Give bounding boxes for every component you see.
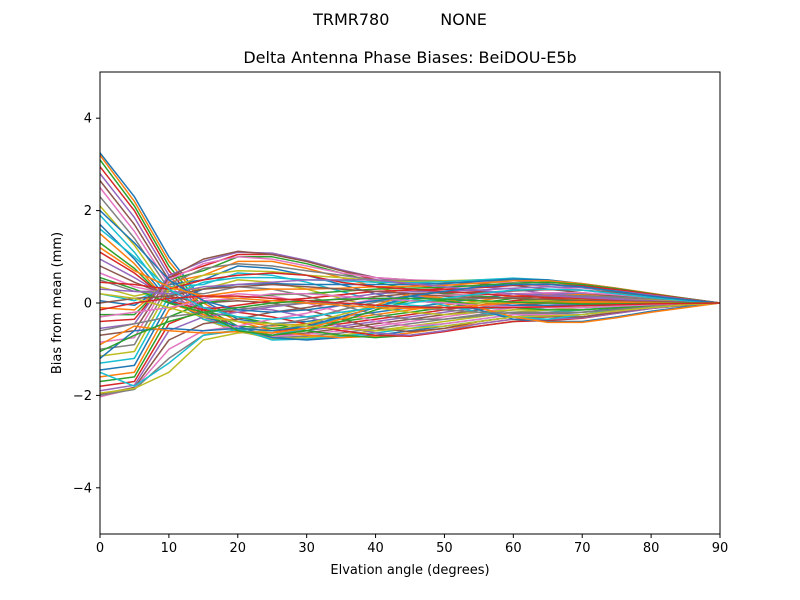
- y-tick-label: −4: [73, 481, 92, 496]
- axis-ticks: 0 10 20 30 40 50 60 70 80 90 −4 −2 0 2 4: [73, 112, 728, 556]
- series-line-46: [99, 283, 721, 304]
- series-line-50: [99, 228, 721, 320]
- x-axis-label: Elvation angle (degrees): [330, 563, 489, 578]
- chart-title: Delta Antenna Phase Biases: BeiDOU-E5b: [243, 48, 576, 67]
- y-tick-label: 4: [84, 112, 92, 127]
- series-line-33: [99, 281, 721, 383]
- y-tick-label: 2: [84, 204, 92, 219]
- y-tick-label: 0: [84, 297, 92, 312]
- figure-suptitle: TRMR780 NONE: [313, 10, 487, 29]
- x-tick-label: 20: [230, 541, 247, 556]
- x-tick-label: 40: [367, 541, 384, 556]
- x-tick-label: 80: [643, 541, 660, 556]
- series-line-54: [99, 295, 721, 311]
- series-line-53: [99, 297, 720, 353]
- y-axis-label: Bias from mean (mm): [50, 232, 65, 374]
- x-tick-label: 70: [574, 541, 591, 556]
- plot-frame: [99, 71, 721, 535]
- x-tick-label: 0: [96, 541, 104, 556]
- x-tick-label: 50: [436, 541, 453, 556]
- x-tick-label: 30: [298, 541, 315, 556]
- y-tick-label: −2: [73, 389, 92, 404]
- series-line-51: [99, 210, 721, 313]
- x-tick-label: 60: [505, 541, 522, 556]
- series-line-34: [99, 283, 721, 387]
- series-line-49: [99, 293, 721, 332]
- series-line-45: [99, 279, 721, 304]
- series-group: [99, 152, 721, 398]
- x-tick-label: 10: [161, 541, 178, 556]
- x-tick-label: 90: [712, 541, 729, 556]
